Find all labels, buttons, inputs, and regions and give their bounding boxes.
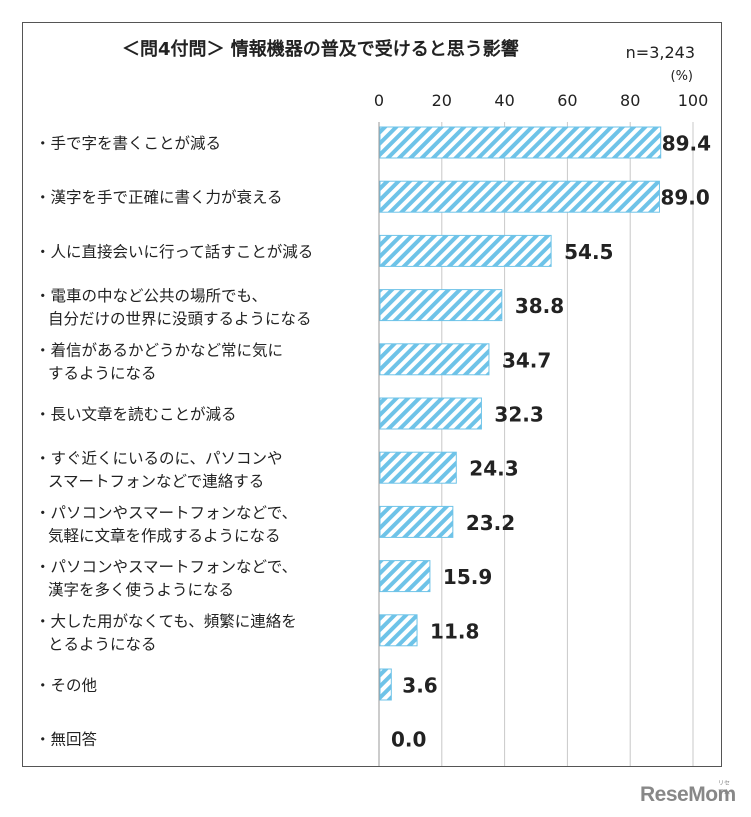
category-label-7-line-0: ・パソコンやスマートフォンなどで、 [35,504,297,522]
chart-title: ＜問4付問＞ 情報機器の普及で受けると思う影響 [122,38,519,60]
tick-label-100: 100 [678,91,709,110]
unit-label: (%) [671,69,694,84]
value-label-6: 24.3 [469,457,518,481]
category-label-11: ・無回答 [35,731,98,749]
category-label-4-line-1: するようになる [48,364,157,382]
tick-label-80: 80 [620,91,640,110]
category-label-9-line-0: ・大した用がなくても、頻繁に連絡を [35,611,297,630]
category-label-0: ・手で字を書くことが減る [35,135,221,153]
value-label-9: 11.8 [430,619,479,643]
value-label-2: 54.5 [564,240,613,264]
bar-10 [379,668,392,701]
category-label-3-line-0: ・電車の中など公共の場所でも、 [35,287,267,305]
value-label-7: 23.2 [466,511,515,535]
bar-6 [379,451,457,484]
value-label-0: 89.4 [662,132,711,156]
bar-1 [379,180,660,213]
category-label-3-line-1: 自分だけの世界に没頭するようになる [48,310,312,328]
bar-4 [379,343,490,376]
category-label-6-line-0: ・すぐ近くにいるのに、パソコンや [35,450,283,468]
value-label-1: 89.0 [660,186,709,210]
category-label-9-line-1: とるようになる [48,635,157,653]
bar-3 [379,289,503,322]
tick-label-60: 60 [557,91,577,110]
bar-0 [379,126,662,159]
tick-label-0: 0 [374,91,384,110]
category-label-7-line-1: 気軽に文章を作成するようになる [48,527,281,545]
category-label-4-line-0: ・着信があるかどうかなど常に気に [35,341,283,359]
bar-9 [379,614,418,647]
category-label-1: ・漢字を手で正確に書く力が衰える [35,189,283,207]
category-label-10: ・その他 [35,677,97,695]
value-label-5: 32.3 [494,403,543,427]
category-label-6-line-1: スマートフォンなどで連絡する [48,473,264,491]
value-label-4: 34.7 [502,348,551,372]
bar-2 [379,234,552,267]
value-label-3: 38.8 [515,294,564,318]
tick-label-40: 40 [494,91,514,110]
bar-5 [379,397,482,430]
category-label-8-line-0: ・パソコンやスマートフォンなどで、 [35,558,297,576]
value-label-11: 0.0 [391,728,426,752]
category-label-2: ・人に直接会いに行って話すことが減る [35,243,313,261]
resemom-watermark: ReseMom リセマム [640,781,736,807]
watermark-brand: ReseMom [640,783,736,806]
value-label-8: 15.9 [443,565,492,589]
value-label-10: 3.6 [402,674,437,698]
watermark-sub: リセマム [718,781,731,796]
chart-frame [22,22,722,767]
sample-size-note: n=3,243 [626,43,695,62]
tick-label-20: 20 [432,91,452,110]
bar-7 [379,505,454,538]
bar-8 [379,560,431,593]
category-label-8-line-1: 漢字を多く使うようになる [48,581,234,599]
category-label-5: ・長い文章を読むことが減る [35,406,237,424]
